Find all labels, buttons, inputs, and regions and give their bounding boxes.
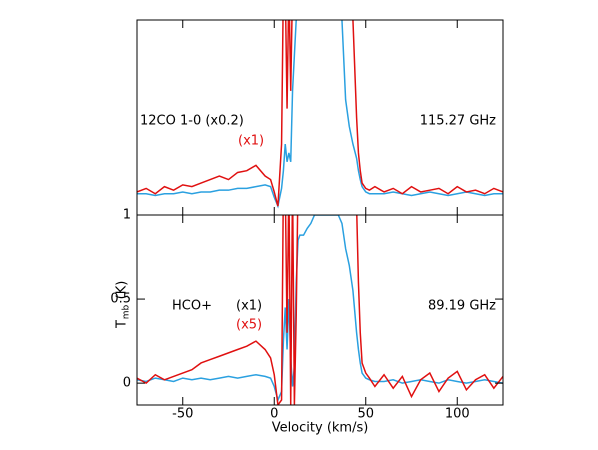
- y-tick-label: 1: [123, 208, 131, 223]
- x-tick-label: 50: [357, 407, 374, 422]
- annotation: (x1): [236, 299, 262, 314]
- x-tick-label: -50: [172, 407, 193, 422]
- x-tick-label: 0: [270, 407, 278, 422]
- annotation: 12CO 1-0 (x0.2): [140, 114, 244, 129]
- y-tick-label: 0.5: [110, 292, 131, 307]
- y-label-unit: (K): [115, 281, 130, 300]
- y-tick-label: 0: [123, 376, 131, 391]
- spectrum-line: [137, 215, 503, 405]
- annotation: (x5): [236, 318, 262, 333]
- x-axis-label: Velocity (km/s): [272, 421, 369, 436]
- annotation: 89.19 GHz: [428, 299, 496, 314]
- plot-area: [137, 215, 503, 405]
- y-label-sub: mb: [122, 304, 132, 319]
- plot-area: [137, 20, 503, 209]
- spectrum-line: [137, 20, 503, 207]
- annotation: 115.27 GHz: [420, 114, 496, 129]
- y-axis-label: T mb (K): [115, 281, 132, 329]
- spectrum-line: [137, 20, 503, 209]
- spectrum-line: [137, 215, 503, 403]
- panel-frame: [136, 214, 504, 406]
- annotation: (x1): [238, 134, 264, 149]
- x-tick-label: 100: [445, 407, 470, 422]
- annotation: HCO+: [172, 299, 212, 314]
- y-label-main: T: [115, 320, 130, 329]
